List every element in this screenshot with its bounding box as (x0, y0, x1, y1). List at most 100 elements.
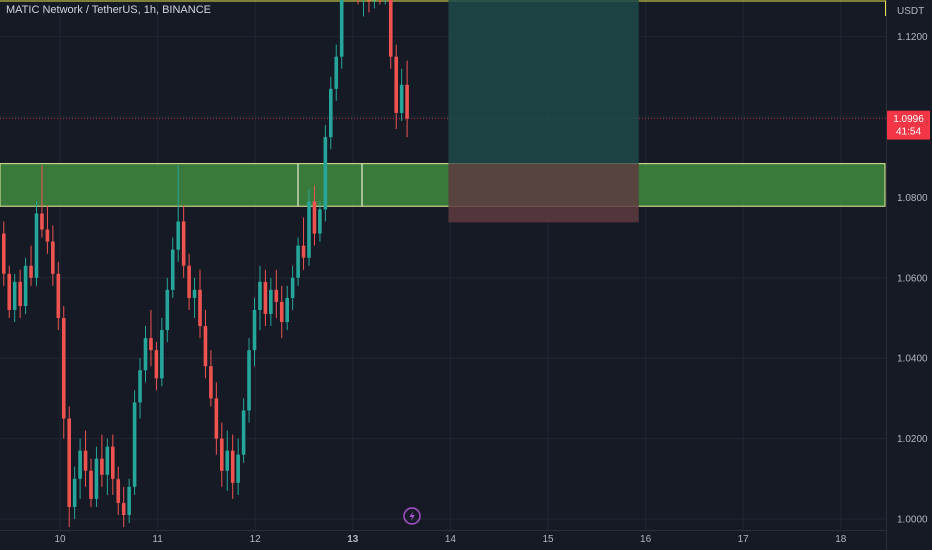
time-tick-label: 13 (347, 534, 359, 545)
candle-body (258, 281, 262, 310)
time-tick-label: 12 (250, 534, 262, 545)
candle-body (203, 326, 208, 367)
price-tick-label: 1.0000 (897, 515, 928, 526)
currency-label: USDT (897, 6, 924, 17)
candle-body (263, 281, 268, 314)
candle-body (236, 454, 240, 483)
candle-body (187, 265, 191, 298)
candle-body (170, 249, 175, 290)
candle-body (192, 289, 197, 298)
candle-body (143, 338, 148, 371)
last-price-tag-text: 1.0996 (893, 114, 924, 125)
candle-body (269, 289, 273, 314)
candle-body (230, 450, 235, 483)
candle-body (83, 450, 88, 471)
candle-body (209, 366, 213, 399)
candle-body (394, 56, 398, 113)
stop-zone (448, 163, 639, 223)
price-tick-label: 1.0800 (897, 193, 928, 204)
candle-body (111, 446, 115, 479)
time-tick-label: 16 (640, 534, 652, 545)
lightning-icon-ring (403, 507, 421, 525)
candle-body (334, 56, 339, 89)
candle-body (405, 84, 409, 119)
candle-body (127, 486, 131, 515)
price-tick-label: 1.0400 (897, 354, 928, 365)
candle-body (34, 213, 39, 278)
chart-overlays (403, 507, 421, 525)
candle-body (149, 338, 153, 351)
candle-body (181, 221, 186, 266)
candle-body (116, 478, 121, 503)
symbol-title[interactable]: MATIC Network / TetherUS, 1h, BINANCE (6, 4, 211, 16)
price-tick-label: 1.1200 (897, 32, 928, 43)
candle-body (323, 137, 328, 210)
candle-body (45, 229, 50, 242)
candle-body (176, 221, 180, 250)
countdown-text: 41:54 (896, 127, 921, 138)
candle-body (7, 273, 12, 310)
candle-body (72, 478, 77, 507)
candle-body (198, 289, 202, 327)
candle-body (296, 245, 300, 278)
candle-body (285, 297, 289, 323)
candle-body (2, 233, 6, 274)
candle-body (312, 201, 317, 234)
candle-body (56, 273, 61, 318)
candle-body (274, 289, 279, 302)
candle-body (132, 402, 137, 487)
time-tick-label: 18 (835, 534, 847, 545)
candle-body (220, 438, 224, 471)
time-tick-label: 10 (54, 534, 66, 545)
candle-body (67, 418, 71, 507)
candle-body (241, 410, 246, 455)
target-zone (448, 0, 639, 164)
candle-body (252, 309, 257, 351)
price-tick-label: 1.0600 (897, 273, 928, 284)
candle-body (154, 350, 159, 379)
candle-body (339, 0, 344, 57)
time-tick-label: 17 (738, 534, 750, 545)
price-tick-label: 1.0200 (897, 434, 928, 445)
candle-body (329, 88, 333, 138)
candle-body (51, 241, 55, 274)
candle-body (160, 330, 164, 379)
candle-body (247, 350, 251, 411)
lightning-icon-bolt (409, 510, 415, 522)
zone-rectangle (0, 163, 886, 207)
candle-body (279, 301, 284, 323)
candle-body (121, 502, 126, 515)
candle-body (40, 213, 44, 230)
candle-body (399, 84, 404, 113)
support-resistance-zones (0, 163, 886, 207)
candle-body (318, 209, 322, 234)
time-tick-label: 15 (542, 534, 554, 545)
candle-body (18, 281, 22, 306)
time-tick-label: 11 (152, 534, 163, 545)
candle-body (214, 398, 219, 439)
candle-body (23, 265, 28, 306)
candle-body (307, 201, 311, 258)
lightning-icon[interactable] (403, 507, 421, 525)
candle-body (61, 318, 66, 419)
candle-body (105, 446, 110, 475)
candle-body (138, 370, 142, 403)
candle-body (94, 458, 99, 499)
candle-body (29, 265, 33, 278)
candle-body (89, 470, 93, 499)
candle-body (388, 0, 393, 57)
time-tick-label: 14 (445, 534, 457, 545)
long-position-tool[interactable] (448, 0, 639, 223)
horizontal-levels (0, 0, 886, 120)
candlestick-series (2, 0, 409, 528)
candle-body (165, 289, 170, 331)
candle-body (100, 458, 104, 475)
candle-body (78, 450, 82, 479)
candle-body (301, 245, 306, 258)
candle-body (225, 450, 230, 471)
candle-body (290, 277, 295, 298)
